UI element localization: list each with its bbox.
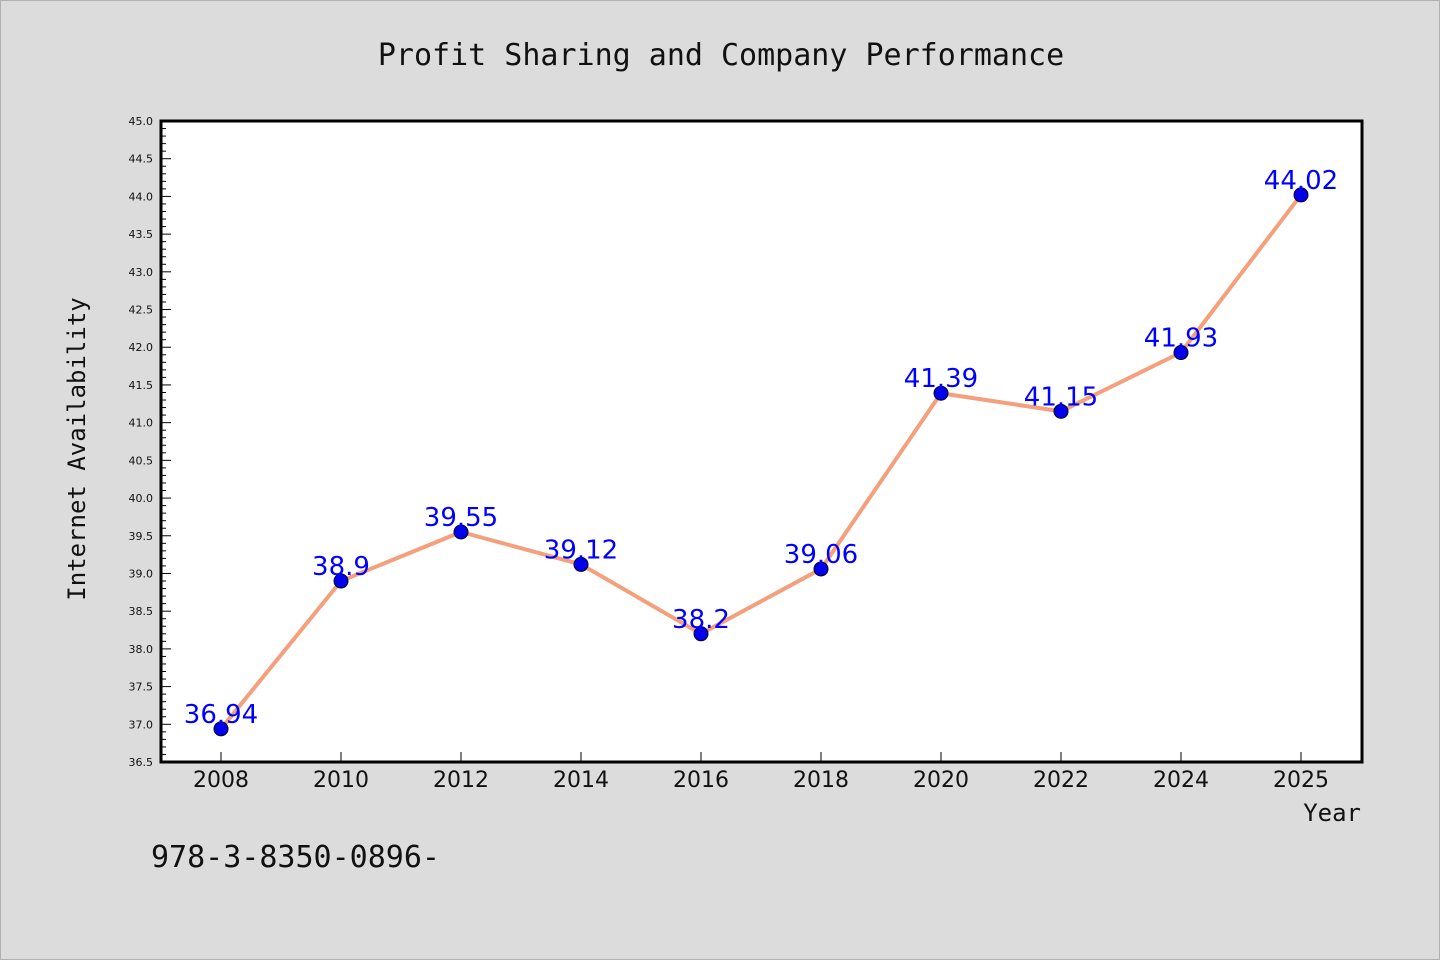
y-tick-label: 44.5 <box>129 153 154 166</box>
y-tick-label: 41.5 <box>129 379 154 392</box>
chart-title: Profit Sharing and Company Performance <box>378 38 1064 73</box>
data-label: 38.2 <box>672 605 730 635</box>
y-tick-label: 38.5 <box>129 605 154 618</box>
x-tick-label: 2012 <box>433 768 489 793</box>
x-tick-label: 2016 <box>673 768 729 793</box>
series-line <box>219 193 1303 731</box>
y-tick-label: 42.5 <box>129 304 154 317</box>
footnote-text: 978-3-8350-0896- <box>151 840 440 875</box>
y-tick-label: 43.0 <box>129 266 154 279</box>
data-label: 36.94 <box>184 700 258 730</box>
y-tick-label: 45.0 <box>129 115 154 128</box>
data-label: 41.93 <box>1144 324 1218 354</box>
x-tick-label: 2008 <box>193 768 249 793</box>
data-label: 44.02 <box>1264 166 1338 196</box>
y-tick-label: 42.0 <box>129 341 154 354</box>
y-tick-label: 39.5 <box>129 530 154 543</box>
data-point <box>933 385 949 401</box>
data-label: 39.06 <box>784 540 858 570</box>
y-tick-label: 41.0 <box>129 417 154 430</box>
x-tick-label: 2022 <box>1033 768 1089 793</box>
x-tick-label: 2025 <box>1273 768 1329 793</box>
x-tick-label: 2010 <box>313 768 369 793</box>
x-tick-label: 2024 <box>1153 768 1209 793</box>
y-tick-label: 37.5 <box>129 681 154 694</box>
y-axis-label: Internet Availability <box>63 297 91 600</box>
series-group: 36.94 38.9 39.55 39.12 38.2 39.06 41.39 41.15 41… <box>184 166 1338 737</box>
data-point <box>813 561 829 577</box>
x-axis-label: Year <box>1303 799 1361 827</box>
y-tick-label: 37.0 <box>129 718 154 731</box>
data-point <box>333 573 349 589</box>
y-axis: 36.5 37.0 37.5 38.0 38.5 39.0 39.5 40.0 40.5 41.0… <box>129 115 171 769</box>
data-point <box>1173 345 1189 361</box>
x-tick-label: 2020 <box>913 768 969 793</box>
data-point <box>693 626 709 642</box>
data-point <box>213 721 229 737</box>
y-tick-label: 44.0 <box>129 190 154 203</box>
x-axis: 2008 2010 2012 2014 2016 2018 2020 2022 2024 2025 <box>193 752 1329 793</box>
x-tick-label: 2018 <box>793 768 849 793</box>
data-label: 41.39 <box>904 364 978 394</box>
y-tick-label: 36.5 <box>129 756 154 769</box>
data-label: 41.15 <box>1024 382 1098 412</box>
data-label: 39.12 <box>544 535 618 565</box>
y-tick-label: 43.5 <box>129 228 154 241</box>
y-tick-label: 40.0 <box>129 492 154 505</box>
data-point <box>573 556 589 572</box>
data-label: 38.9 <box>312 552 370 582</box>
data-point <box>1053 403 1069 419</box>
data-point <box>453 524 469 540</box>
y-tick-label: 38.0 <box>129 643 154 656</box>
y-tick-label: 39.0 <box>129 567 154 580</box>
data-point <box>1293 187 1309 203</box>
y-tick-label: 40.5 <box>129 454 154 467</box>
x-tick-label: 2014 <box>553 768 609 793</box>
plot-area <box>159 119 1364 764</box>
data-label: 39.55 <box>424 503 498 533</box>
